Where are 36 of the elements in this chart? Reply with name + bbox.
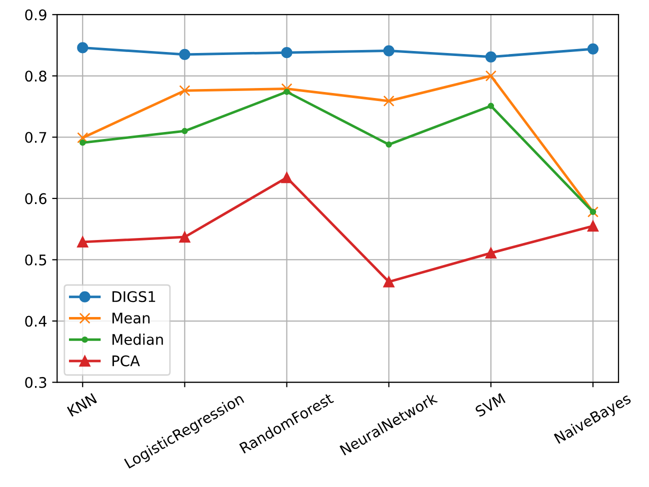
point (179, 232, 190, 243)
point (383, 276, 394, 288)
legend-label: Mean (112, 312, 150, 324)
point (587, 43, 599, 54)
x-tick-label: SVM (474, 392, 506, 418)
y-tick-label: 0.6 (25, 193, 46, 204)
point (281, 83, 292, 94)
legend-label: Median (112, 334, 163, 345)
point (281, 172, 292, 184)
point (587, 220, 599, 232)
point (77, 132, 88, 144)
y-tick-label: 0.5 (25, 254, 46, 266)
point (80, 140, 86, 146)
point (284, 88, 290, 95)
point (485, 51, 496, 62)
point (485, 247, 496, 259)
legend-label: DIGS1 (112, 291, 156, 302)
x-tick-label: KNN (66, 393, 97, 417)
point (77, 42, 88, 54)
point (179, 48, 190, 60)
point (179, 85, 190, 96)
point (488, 102, 494, 110)
point (590, 208, 596, 216)
point (383, 95, 394, 107)
y-tick-label: 0.7 (25, 132, 46, 143)
y-tick-label: 0.4 (25, 316, 47, 327)
point (383, 45, 394, 56)
point (485, 70, 496, 82)
y-tick-label: 0.9 (25, 9, 46, 20)
point (281, 47, 292, 58)
point (182, 128, 188, 134)
legend-label: PCA (112, 355, 140, 366)
y-tick-label: 0.8 (25, 70, 46, 82)
point (386, 141, 392, 148)
point (77, 236, 88, 248)
y-tick-label: 0.3 (25, 377, 46, 388)
